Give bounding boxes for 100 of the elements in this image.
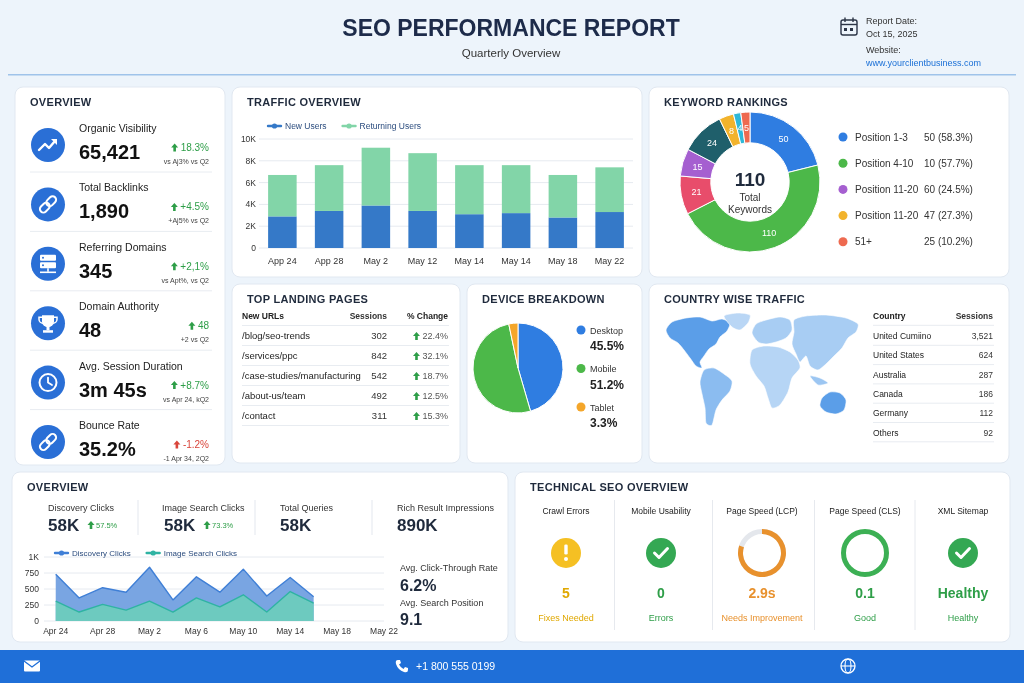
legend-label: Tablet [590, 402, 615, 413]
legend-label: Position 11-20 [855, 183, 919, 195]
text: 890K [397, 516, 439, 535]
text: 65,421 [79, 141, 141, 163]
y-tick-label: 8K [245, 155, 257, 166]
text: 302 [371, 330, 387, 341]
text: Healthy [947, 613, 979, 623]
text: 842 [371, 350, 387, 361]
y-tick-label: 2K [245, 221, 257, 232]
text: Avg. Click-Through Rate [400, 563, 498, 573]
bar [455, 165, 484, 215]
legend-label: 51+ [855, 236, 873, 248]
y-tick-label: 6K [245, 177, 257, 188]
x-tick-label: App 28 [314, 256, 344, 266]
text: 311 [371, 410, 387, 421]
text: 542 [371, 370, 387, 381]
data-label: 50 [778, 133, 789, 144]
bar [408, 210, 437, 248]
text: 186 [978, 388, 994, 399]
text: Country [873, 311, 906, 321]
x-tick-label: Apr 24 [43, 626, 69, 636]
legend-label: Returning Users [359, 121, 421, 131]
text: Quarterly Overview [461, 47, 561, 59]
bar [501, 213, 531, 248]
text: % Change [406, 311, 449, 321]
text: 12.5% [422, 391, 448, 401]
text: 624 [978, 350, 994, 361]
text: Discovery Clicks [48, 503, 115, 513]
text: Australia [873, 369, 907, 380]
text: 22.4% [422, 331, 448, 341]
text: Image Search Clicks [162, 503, 246, 513]
legend-label: Desktop [590, 325, 624, 336]
bar [455, 214, 484, 248]
text: /blog/seo-trends [242, 330, 311, 341]
chart-title: KEYWORD RANKINGS [664, 96, 788, 108]
text: Referring Domains [79, 240, 167, 253]
text: XML Sitemap [937, 506, 989, 516]
bar [314, 165, 344, 211]
data-label: 21 [691, 187, 702, 198]
x-tick-label: May 2 [137, 626, 162, 636]
text: United States [873, 350, 925, 361]
text: /about-us/team [242, 390, 306, 401]
bar [408, 153, 437, 211]
text: www.yourclientbusiness.com [865, 58, 982, 68]
text: 0.1 [855, 585, 875, 601]
text: /contact [242, 410, 276, 421]
data-label: 8 [729, 125, 735, 136]
text: Errors [648, 613, 674, 623]
legend-label: Discovery Clicks [72, 549, 131, 558]
text: Domain Authority [79, 300, 160, 313]
bar [595, 167, 624, 213]
text: Website: [866, 45, 901, 55]
x-tick-label: May 18 [548, 256, 578, 266]
text: 32.1% [422, 351, 448, 361]
text: 112 [979, 408, 994, 419]
text: Report Date: [866, 16, 918, 26]
x-tick-label: App 24 [268, 256, 297, 266]
text: New URLs [242, 311, 285, 321]
text: Fixes Needed [538, 613, 594, 623]
bar [361, 147, 391, 206]
x-tick-label: May 22 [594, 256, 625, 266]
data-label: 45.5% [590, 339, 625, 353]
y-tick-label: 500 [24, 584, 40, 594]
x-tick-label: May 12 [407, 256, 438, 266]
data-label: 15 [692, 161, 703, 172]
text: TOP LANDING PAGES [247, 293, 369, 305]
text: +8.7% [180, 379, 210, 391]
x-tick-label: May 2 [363, 256, 389, 266]
text: +4.5% [180, 201, 210, 213]
text: 9.1 [400, 611, 423, 628]
text: Germany [873, 408, 909, 419]
text: SEO PERFORMANCE REPORT [342, 15, 680, 41]
text: Sessions [349, 311, 388, 321]
text: 6.2% [400, 577, 437, 594]
text: /case-studies/manufacturing [242, 370, 361, 381]
text: Total Backlinks [79, 181, 149, 194]
y-tick-label: 0 [251, 243, 257, 253]
text: Avg. Search Position [400, 598, 484, 608]
legend-label: New Users [285, 121, 327, 131]
y-tick-label: 4K [245, 199, 257, 210]
data-label: 3.3% [590, 416, 618, 430]
text: 345 [79, 259, 113, 282]
x-tick-label: May 14 [454, 256, 485, 266]
y-tick-label: 1K [28, 552, 40, 562]
text: Total Keywords [728, 192, 772, 215]
text: United Cumiino [873, 331, 932, 341]
legend-label: Image Search Clicks [163, 549, 238, 558]
text: +1 800 555 0199 [416, 660, 496, 672]
text: 18.7% [422, 371, 448, 381]
x-tick-label: Apr 28 [90, 626, 116, 636]
text: Total Queries [280, 503, 334, 513]
text: Good [853, 613, 877, 623]
text: Rich Result Impressions [397, 503, 495, 513]
text: 50 (58.3%) [924, 131, 973, 143]
text: 58K [48, 516, 80, 535]
chart-title: DEVICE BREAKDOWN [482, 293, 605, 305]
text: 2.9s [748, 585, 776, 601]
text: -1.2% [182, 439, 210, 450]
text: Others [873, 427, 899, 438]
text: 492 [371, 390, 387, 401]
